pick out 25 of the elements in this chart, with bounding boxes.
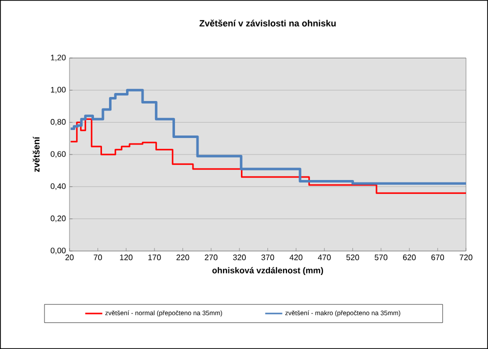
chart-title: Zvětšení v závislosti na ohnisku: [199, 20, 336, 26]
x-axis-title: ohnisková vzdálenost (mm): [212, 267, 324, 276]
x-tick-label: 320: [233, 254, 246, 260]
x-tick-label: 620: [403, 254, 416, 260]
x-tick-label: 670: [431, 254, 444, 260]
x-tick-label: 120: [120, 254, 133, 260]
x-tick-label: 220: [176, 254, 190, 260]
x-tick-label: 70: [94, 254, 102, 260]
y-axis-title: zvětšení: [32, 136, 40, 172]
x-tick-label: 20: [65, 254, 74, 260]
y-tick-label: 0,80: [50, 119, 66, 126]
y-tick-label: 0,20: [50, 216, 66, 222]
y-tick-label: 0,60: [50, 151, 66, 158]
x-tick-label: 370: [261, 254, 274, 260]
x-tick-label: 420: [290, 254, 302, 260]
x-tick-label: 720: [460, 254, 472, 260]
x-tick-label: 470: [318, 254, 331, 260]
y-tick-label: 0,00: [50, 248, 66, 254]
y-tick-label: 1,00: [51, 86, 66, 94]
x-tick-label: 570: [374, 254, 388, 260]
x-tick-label: 520: [346, 254, 360, 260]
x-tick-label: 170: [148, 254, 161, 260]
y-tick-label: 1,20: [51, 54, 66, 62]
y-tick-label: 0,40: [50, 183, 66, 190]
x-tick-label: 270: [204, 254, 218, 260]
